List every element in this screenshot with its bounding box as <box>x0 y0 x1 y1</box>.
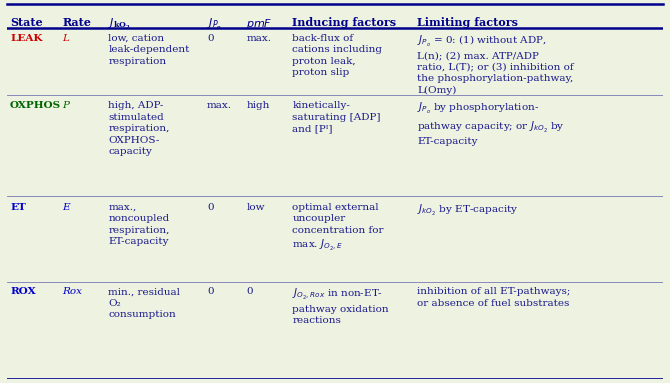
Text: low: low <box>247 203 265 212</box>
Text: Limiting factors: Limiting factors <box>417 17 518 28</box>
Text: max.,
noncoupled
respiration,
ET-capacity: max., noncoupled respiration, ET-capacit… <box>109 203 170 246</box>
Text: OXPHOS: OXPHOS <box>10 101 61 110</box>
Text: inhibition of all ET-pathways;
or absence of fuel substrates: inhibition of all ET-pathways; or absenc… <box>417 287 570 308</box>
Text: LEAK: LEAK <box>10 34 42 43</box>
Text: 0: 0 <box>207 287 214 296</box>
Text: $J_{P_o}$ by phosphorylation-
pathway capacity; or $J_{kO_2}$ by
ET-capacity: $J_{P_o}$ by phosphorylation- pathway ca… <box>417 101 565 146</box>
Text: State: State <box>10 17 43 28</box>
Text: P: P <box>62 101 70 110</box>
Text: kinetically-
saturating [ADP]
and [Pᴵ]: kinetically- saturating [ADP] and [Pᴵ] <box>292 101 381 133</box>
Text: Rox: Rox <box>62 287 82 296</box>
Text: $pmF$: $pmF$ <box>247 17 273 31</box>
Text: high, ADP-
stimulated
respiration,
OXPHOS-
capacity: high, ADP- stimulated respiration, OXPHO… <box>109 101 170 156</box>
Text: Inducing factors: Inducing factors <box>292 17 397 28</box>
Text: 0: 0 <box>207 34 214 43</box>
Text: max.: max. <box>247 34 271 43</box>
Text: 0: 0 <box>207 203 214 212</box>
Text: $J_{O_2,Rox}$ in non-ET-
pathway oxidation
reactions: $J_{O_2,Rox}$ in non-ET- pathway oxidati… <box>292 287 389 325</box>
Text: Rate: Rate <box>62 17 91 28</box>
Text: $J_{\mathregular{kO_2}}$: $J_{\mathregular{kO_2}}$ <box>109 17 131 32</box>
Text: $J_{P_\mathregular{o}}$: $J_{P_\mathregular{o}}$ <box>207 17 222 32</box>
Text: low, cation
leak-dependent
respiration: low, cation leak-dependent respiration <box>109 34 190 66</box>
Text: 0: 0 <box>247 287 253 296</box>
Text: E: E <box>62 203 70 212</box>
Text: L: L <box>62 34 70 43</box>
Text: ROX: ROX <box>10 287 36 296</box>
Text: high: high <box>247 101 270 110</box>
Text: ET: ET <box>10 203 25 212</box>
Text: back-flux of
cations including
proton leak,
proton slip: back-flux of cations including proton le… <box>292 34 383 77</box>
Text: min., residual
O₂
consumption: min., residual O₂ consumption <box>109 287 180 319</box>
Text: $J_{kO_2}$ by ET-capacity: $J_{kO_2}$ by ET-capacity <box>417 203 519 218</box>
Text: max.: max. <box>207 101 232 110</box>
Text: optimal external
uncoupler
concentration for
max. $J_{O_2,E}$: optimal external uncoupler concentration… <box>292 203 384 253</box>
Text: $J_{P_o}$ = 0: (1) without ADP,
L(n); (2) max. ATP/ADP
ratio, L(T); or (3) inhib: $J_{P_o}$ = 0: (1) without ADP, L(n); (2… <box>417 34 574 95</box>
